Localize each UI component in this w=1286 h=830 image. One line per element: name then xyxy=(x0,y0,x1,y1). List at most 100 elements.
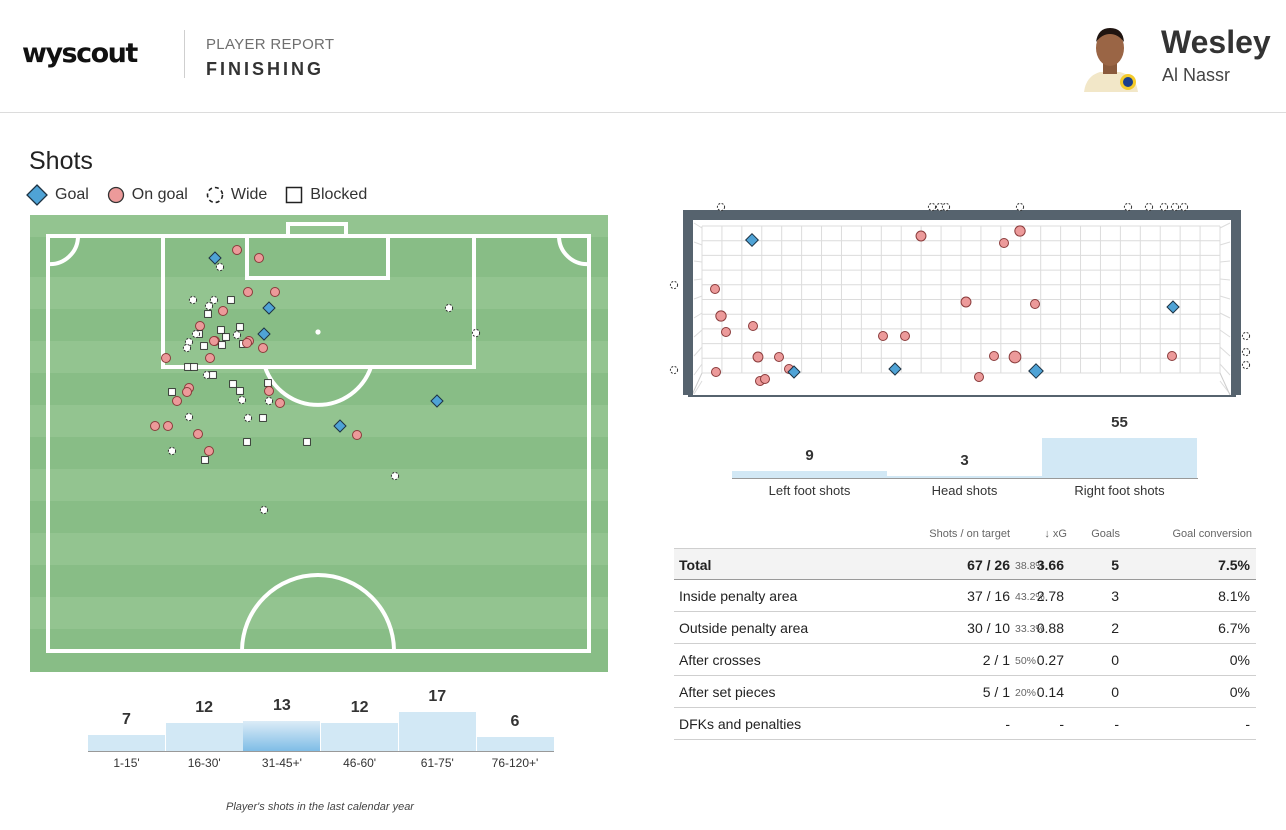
on-goal-shot-marker[interactable] xyxy=(232,245,242,255)
wide-shot-marker[interactable] xyxy=(1241,331,1251,341)
on-goal-shot-marker[interactable] xyxy=(195,321,205,331)
on-goal-shot-marker[interactable] xyxy=(989,351,999,361)
on-goal-shot-marker[interactable] xyxy=(1167,351,1177,361)
on-goal-shot-marker[interactable] xyxy=(711,367,721,377)
wide-shot-marker[interactable] xyxy=(1144,202,1154,212)
goal-shot-marker[interactable] xyxy=(257,327,271,341)
on-goal-shot-marker[interactable] xyxy=(193,429,203,439)
wide-shot-marker[interactable] xyxy=(182,343,192,353)
on-goal-shot-marker[interactable] xyxy=(163,421,173,431)
goal-shot-marker[interactable] xyxy=(262,301,276,315)
blocked-shot-marker[interactable] xyxy=(236,323,244,331)
wide-shot-marker[interactable] xyxy=(188,295,198,305)
on-goal-shot-marker[interactable] xyxy=(205,353,215,363)
on-goal-shot-marker[interactable] xyxy=(715,310,727,322)
wide-shot-marker[interactable] xyxy=(471,328,481,338)
on-goal-shot-marker[interactable] xyxy=(710,284,720,294)
on-goal-shot-marker[interactable] xyxy=(204,446,214,456)
wide-shot-marker[interactable] xyxy=(1170,202,1180,212)
wide-shot-marker[interactable] xyxy=(669,365,679,375)
wide-shot-marker[interactable] xyxy=(167,446,177,456)
wide-shot-marker[interactable] xyxy=(232,330,242,340)
foot-bar[interactable] xyxy=(887,475,1042,478)
on-goal-shot-marker[interactable] xyxy=(760,374,770,384)
wide-shot-marker[interactable] xyxy=(237,395,247,405)
wide-shot-marker[interactable] xyxy=(184,412,194,422)
time-bar[interactable] xyxy=(398,712,476,751)
on-goal-shot-marker[interactable] xyxy=(1030,299,1040,309)
goal-shot-marker[interactable] xyxy=(888,362,902,376)
on-goal-shot-marker[interactable] xyxy=(752,351,764,363)
blocked-shot-marker[interactable] xyxy=(168,388,176,396)
blocked-shot-marker[interactable] xyxy=(209,371,217,379)
wyscout-logo[interactable]: wyscout xyxy=(22,38,138,69)
foot-bar[interactable] xyxy=(732,471,887,478)
on-goal-shot-marker[interactable] xyxy=(172,396,182,406)
blocked-shot-marker[interactable] xyxy=(200,342,208,350)
wide-shot-marker[interactable] xyxy=(215,262,225,272)
on-goal-shot-marker[interactable] xyxy=(254,253,264,263)
goal-shot-marker[interactable] xyxy=(1028,363,1044,379)
on-goal-shot-marker[interactable] xyxy=(774,352,784,362)
on-goal-shot-marker[interactable] xyxy=(150,421,160,431)
on-goal-shot-marker[interactable] xyxy=(352,430,362,440)
on-goal-shot-marker[interactable] xyxy=(258,343,268,353)
col-header-shots[interactable]: Shots / on target xyxy=(929,528,1010,540)
on-goal-shot-marker[interactable] xyxy=(960,296,972,308)
goal-shot-marker[interactable] xyxy=(744,232,760,248)
stats-row[interactable]: Total 67 / 26 38.8% 3.66 5 7.5% xyxy=(674,548,1256,580)
blocked-shot-marker[interactable] xyxy=(303,438,311,446)
goal-shot-marker[interactable] xyxy=(430,394,444,408)
time-bar[interactable] xyxy=(88,734,165,751)
wide-shot-marker[interactable] xyxy=(1123,202,1133,212)
blocked-shot-marker[interactable] xyxy=(204,310,212,318)
stats-row[interactable]: Outside penalty area 30 / 10 33.3% 0.88 2 6.7… xyxy=(674,612,1256,644)
goal-shot-marker[interactable] xyxy=(208,251,222,265)
on-goal-shot-marker[interactable] xyxy=(900,331,910,341)
on-goal-shot-marker[interactable] xyxy=(999,238,1009,248)
blocked-shot-marker[interactable] xyxy=(259,414,267,422)
on-goal-shot-marker[interactable] xyxy=(275,398,285,408)
on-goal-shot-marker[interactable] xyxy=(974,372,984,382)
time-bar[interactable] xyxy=(165,723,243,751)
blocked-shot-marker[interactable] xyxy=(190,363,198,371)
wide-shot-marker[interactable] xyxy=(191,329,201,339)
blocked-shot-marker[interactable] xyxy=(227,296,235,304)
on-goal-shot-marker[interactable] xyxy=(218,306,228,316)
goal-shot-marker[interactable] xyxy=(1166,300,1180,314)
blocked-shot-marker[interactable] xyxy=(229,380,237,388)
wide-shot-marker[interactable] xyxy=(243,413,253,423)
blocked-shot-marker[interactable] xyxy=(222,333,230,341)
wide-shot-marker[interactable] xyxy=(927,202,937,212)
blocked-shot-marker[interactable] xyxy=(217,326,225,334)
on-goal-shot-marker[interactable] xyxy=(161,353,171,363)
on-goal-shot-marker[interactable] xyxy=(915,230,927,242)
on-goal-shot-marker[interactable] xyxy=(748,321,758,331)
wide-shot-marker[interactable] xyxy=(1241,347,1251,357)
on-goal-shot-marker[interactable] xyxy=(209,336,219,346)
on-goal-shot-marker[interactable] xyxy=(243,287,253,297)
blocked-shot-marker[interactable] xyxy=(236,387,244,395)
wide-shot-marker[interactable] xyxy=(184,337,194,347)
on-goal-shot-marker[interactable] xyxy=(182,387,192,397)
wide-shot-marker[interactable] xyxy=(209,295,219,305)
on-goal-shot-marker[interactable] xyxy=(721,327,731,337)
blocked-shot-marker[interactable] xyxy=(243,438,251,446)
wide-shot-marker[interactable] xyxy=(204,301,214,311)
col-header-conversion[interactable]: Goal conversion xyxy=(1172,528,1253,540)
wide-shot-marker[interactable] xyxy=(1015,202,1025,212)
wide-shot-marker[interactable] xyxy=(716,202,726,212)
time-bar[interactable] xyxy=(243,721,321,751)
stats-row[interactable]: DFKs and penalties - - - - xyxy=(674,708,1256,740)
on-goal-shot-marker[interactable] xyxy=(264,386,274,396)
on-goal-shot-marker[interactable] xyxy=(242,338,252,348)
blocked-shot-marker[interactable] xyxy=(264,379,272,387)
wide-shot-marker[interactable] xyxy=(1179,202,1189,212)
blocked-shot-marker[interactable] xyxy=(201,456,209,464)
goal-shot-marker[interactable] xyxy=(333,419,347,433)
stats-row[interactable]: After crosses 2 / 1 50% 0.27 0 0% xyxy=(674,644,1256,676)
stats-row[interactable]: After set pieces 5 / 1 20% 0.14 0 0% xyxy=(674,676,1256,708)
wide-shot-marker[interactable] xyxy=(669,280,679,290)
col-header-xg[interactable]: ↓ xG xyxy=(1044,528,1067,540)
wide-shot-marker[interactable] xyxy=(390,471,400,481)
